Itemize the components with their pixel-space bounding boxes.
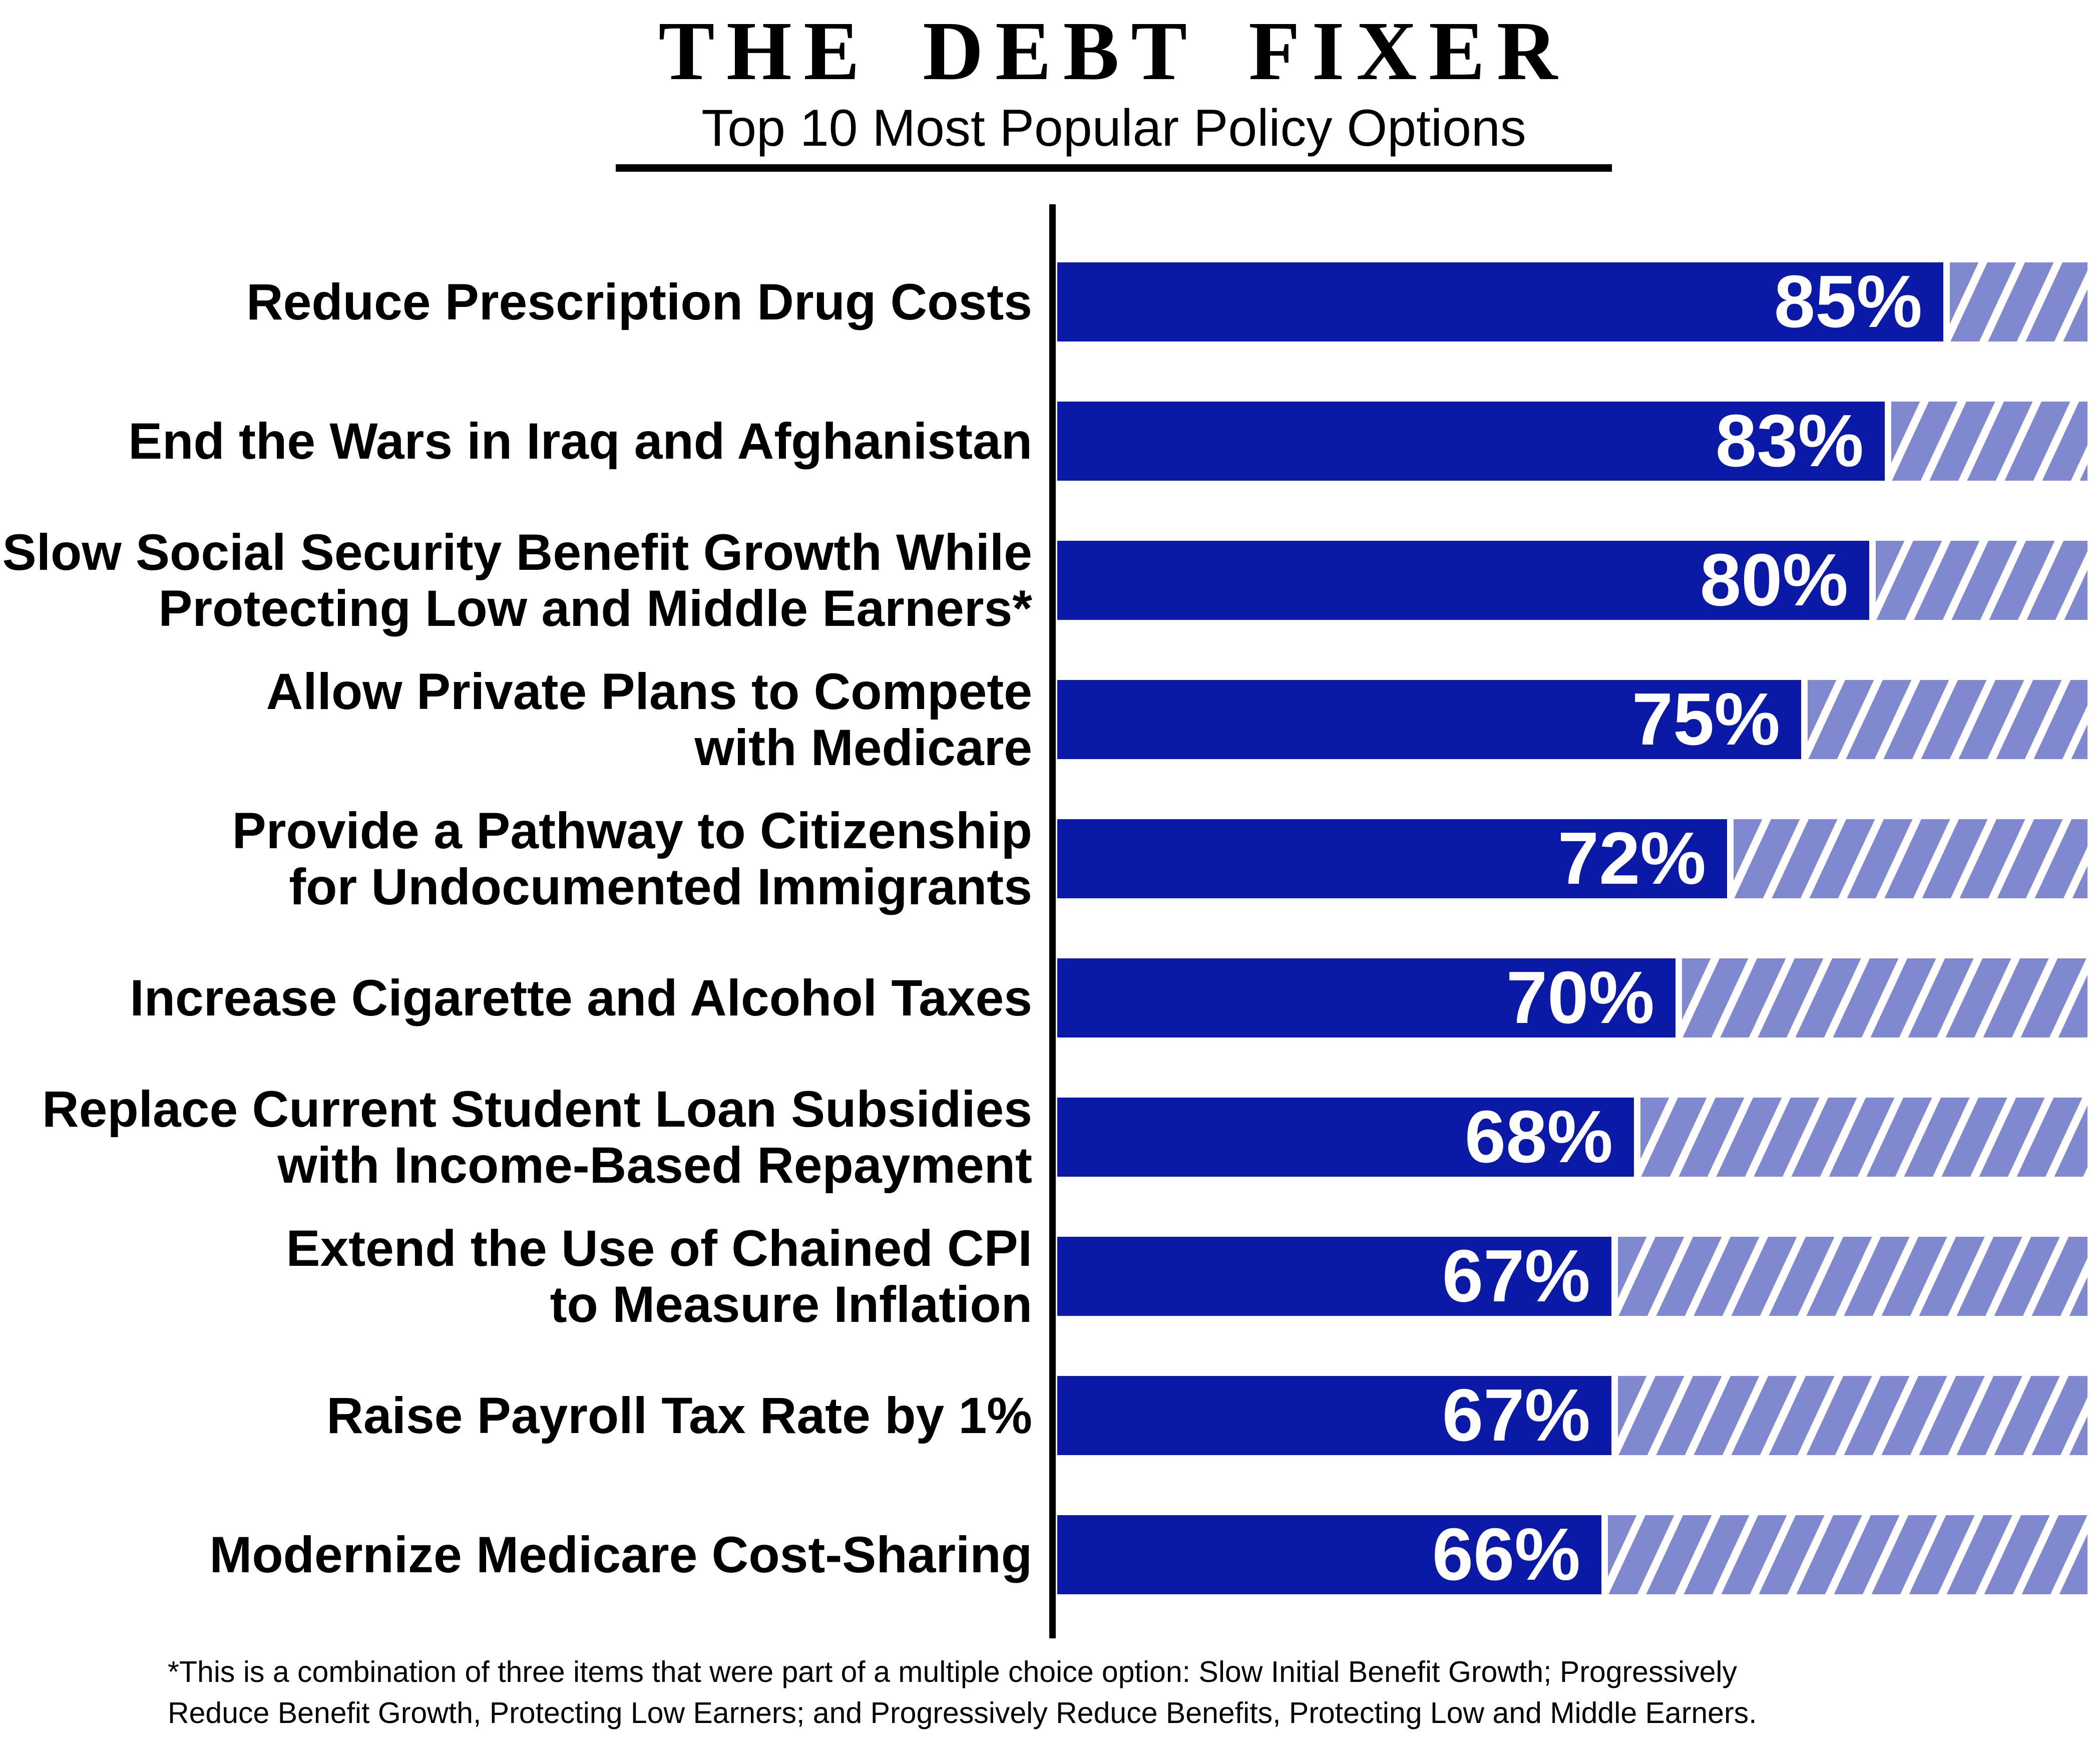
bar-label: End the Wars in Iraq and Afghanistan	[0, 402, 1032, 481]
bar-value-label: 68%	[1464, 1096, 1613, 1178]
bar-label-line: Provide a Pathway to Citizenship	[232, 802, 1032, 859]
bar-label: Allow Private Plans to Compete with Medic…	[0, 663, 1032, 776]
bar-value-label: 70%	[1506, 956, 1654, 1039]
bar-value-label: 80%	[1700, 539, 1848, 621]
bar-row: Extend the Use of Chained CPI to Measure …	[0, 1220, 2100, 1333]
bar-label: Provide a Pathway to Citizenship for Undo…	[0, 803, 1032, 915]
bar-value-label: 83%	[1715, 400, 1864, 482]
bar-row: Replace Current Student Loan Subsidies wi…	[0, 1081, 2100, 1194]
bar-label-line: Raise Payroll Tax Rate by 1%	[326, 1386, 1032, 1444]
bar-label-line: with Income-Based Repayment	[277, 1137, 1032, 1194]
bar-label-line: Reduce Prescription Drug Costs	[246, 273, 1032, 330]
bar-hatch-remainder	[1608, 1515, 2087, 1594]
chart-axis-line	[1049, 204, 1056, 1638]
bar-hatch-remainder	[1734, 819, 2087, 898]
footnote-line: *This is a combination of three items th…	[168, 1655, 1738, 1688]
bar-label: Extend the Use of Chained CPI to Measure …	[0, 1220, 1032, 1333]
bar-solid-segment: 66%	[1057, 1515, 1601, 1594]
bar-row: Modernize Medicare Cost-Sharing 66%	[0, 1515, 2100, 1594]
page-title: THE DEBT FIXER	[658, 5, 1569, 98]
bar-row: End the Wars in Iraq and Afghanistan 83%	[0, 402, 2100, 481]
bar-label-line: with Medicare	[694, 719, 1032, 776]
bar-value-label: 66%	[1432, 1513, 1580, 1596]
bar-row: Slow Social Security Benefit Growth Whil…	[0, 524, 2100, 637]
bar-label: Slow Social Security Benefit Growth Whil…	[0, 524, 1032, 637]
bar-value-label: 72%	[1557, 817, 1706, 900]
bar-label: Increase Cigarette and Alcohol Taxes	[0, 958, 1032, 1037]
bar-label: Reduce Prescription Drug Costs	[0, 262, 1032, 341]
footnote-line: Reduce Benefit Growth, Protecting Low Ea…	[168, 1696, 1757, 1729]
bar-solid-segment: 75%	[1057, 680, 1801, 759]
bar-row: Reduce Prescription Drug Costs 85%	[0, 262, 2100, 341]
bar-value-label: 85%	[1774, 260, 1922, 343]
bar-label-line: for Undocumented Immigrants	[289, 858, 1032, 915]
bar-hatch-remainder	[1876, 541, 2087, 620]
bar-solid-segment: 67%	[1057, 1237, 1611, 1316]
bar-label-line: Extend the Use of Chained CPI	[286, 1219, 1032, 1277]
bar-solid-segment: 83%	[1057, 402, 1885, 481]
title-underline	[616, 164, 1612, 172]
bar-row: Raise Payroll Tax Rate by 1% 67%	[0, 1376, 2100, 1455]
bar-solid-segment: 80%	[1057, 541, 1869, 620]
bar-hatch-remainder	[1891, 402, 2087, 481]
bar-label-line: Protecting Low and Middle Earners*	[158, 580, 1032, 637]
bar-solid-segment: 68%	[1057, 1098, 1634, 1177]
page-subtitle: Top 10 Most Popular Policy Options	[701, 99, 1526, 158]
bar-hatch-remainder	[1618, 1376, 2087, 1455]
bar-hatch-remainder	[1618, 1237, 2087, 1316]
bar-label-line: Slow Social Security Benefit Growth Whil…	[2, 523, 1032, 581]
bar-solid-segment: 67%	[1057, 1376, 1611, 1455]
bar-solid-segment: 85%	[1057, 262, 1943, 341]
bar-label-line: Increase Cigarette and Alcohol Taxes	[130, 969, 1032, 1026]
bar-hatch-remainder	[1808, 680, 2087, 759]
bar-hatch-remainder	[1640, 1098, 2087, 1177]
bar-value-label: 67%	[1442, 1374, 1590, 1457]
bar-value-label: 67%	[1442, 1235, 1590, 1317]
bar-label-line: Replace Current Student Loan Subsidies	[42, 1080, 1032, 1138]
bar-label-line: End the Wars in Iraq and Afghanistan	[128, 412, 1032, 470]
bar-solid-segment: 70%	[1057, 958, 1675, 1037]
bar-label: Modernize Medicare Cost-Sharing	[0, 1515, 1032, 1594]
bar-row: Increase Cigarette and Alcohol Taxes 70%	[0, 958, 2100, 1037]
bar-row: Provide a Pathway to Citizenship for Undo…	[0, 803, 2100, 915]
bar-label-line: to Measure Inflation	[550, 1276, 1032, 1333]
bar-label: Replace Current Student Loan Subsidies wi…	[0, 1081, 1032, 1194]
bar-label: Raise Payroll Tax Rate by 1%	[0, 1376, 1032, 1455]
bar-label-line: Allow Private Plans to Compete	[266, 662, 1032, 720]
footnote: *This is a combination of three items th…	[168, 1651, 1757, 1733]
bar-row: Allow Private Plans to Compete with Medic…	[0, 663, 2100, 776]
bar-value-label: 75%	[1631, 678, 1780, 761]
chart-header: THE DEBT FIXER Top 10 Most Popular Polic…	[616, 7, 1612, 172]
bar-hatch-remainder	[1950, 262, 2087, 341]
bar-hatch-remainder	[1682, 958, 2087, 1037]
bar-solid-segment: 72%	[1057, 819, 1727, 898]
bar-label-line: Modernize Medicare Cost-Sharing	[209, 1526, 1032, 1583]
